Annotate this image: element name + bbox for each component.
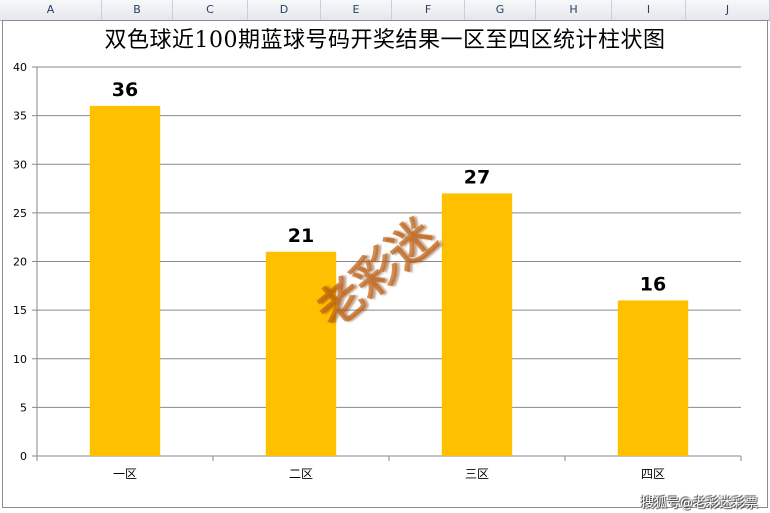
- column-header-c[interactable]: C: [173, 0, 248, 20]
- y-tick-label: 30: [13, 158, 27, 171]
- bar: [89, 105, 161, 457]
- column-header-h[interactable]: H: [536, 0, 612, 20]
- bar: [265, 251, 337, 456]
- column-header-b[interactable]: B: [102, 0, 173, 20]
- column-header-i[interactable]: I: [612, 0, 686, 20]
- y-tick-label: 0: [20, 450, 27, 463]
- corner-credit: 搜狐号@老彩迷彩票: [640, 496, 758, 511]
- bar: [441, 193, 513, 457]
- y-tick-label: 40: [13, 61, 27, 74]
- column-header-g[interactable]: G: [465, 0, 536, 20]
- x-tick-label: 二区: [289, 467, 313, 481]
- data-label: 36: [112, 79, 138, 101]
- y-tick-label: 10: [13, 353, 27, 366]
- data-label: 21: [288, 225, 314, 247]
- column-header-a[interactable]: A: [0, 0, 102, 20]
- chart-title: 双色球近100期蓝球号码开奖结果一区至四区统计柱状图: [104, 28, 666, 53]
- column-header-f[interactable]: F: [392, 0, 465, 20]
- y-tick-label: 5: [20, 401, 27, 414]
- y-tick-label: 25: [13, 207, 27, 220]
- x-tick-label: 四区: [641, 467, 665, 481]
- y-tick-label: 35: [13, 110, 27, 123]
- data-label: 16: [640, 273, 666, 295]
- y-tick-label: 20: [13, 256, 27, 269]
- bar: [617, 300, 689, 456]
- data-label: 27: [464, 166, 490, 188]
- y-tick-label: 15: [13, 304, 27, 317]
- x-tick-label: 三区: [465, 467, 489, 481]
- column-header-d[interactable]: D: [248, 0, 321, 20]
- x-tick-label: 一区: [113, 467, 137, 481]
- column-header-e[interactable]: E: [321, 0, 392, 20]
